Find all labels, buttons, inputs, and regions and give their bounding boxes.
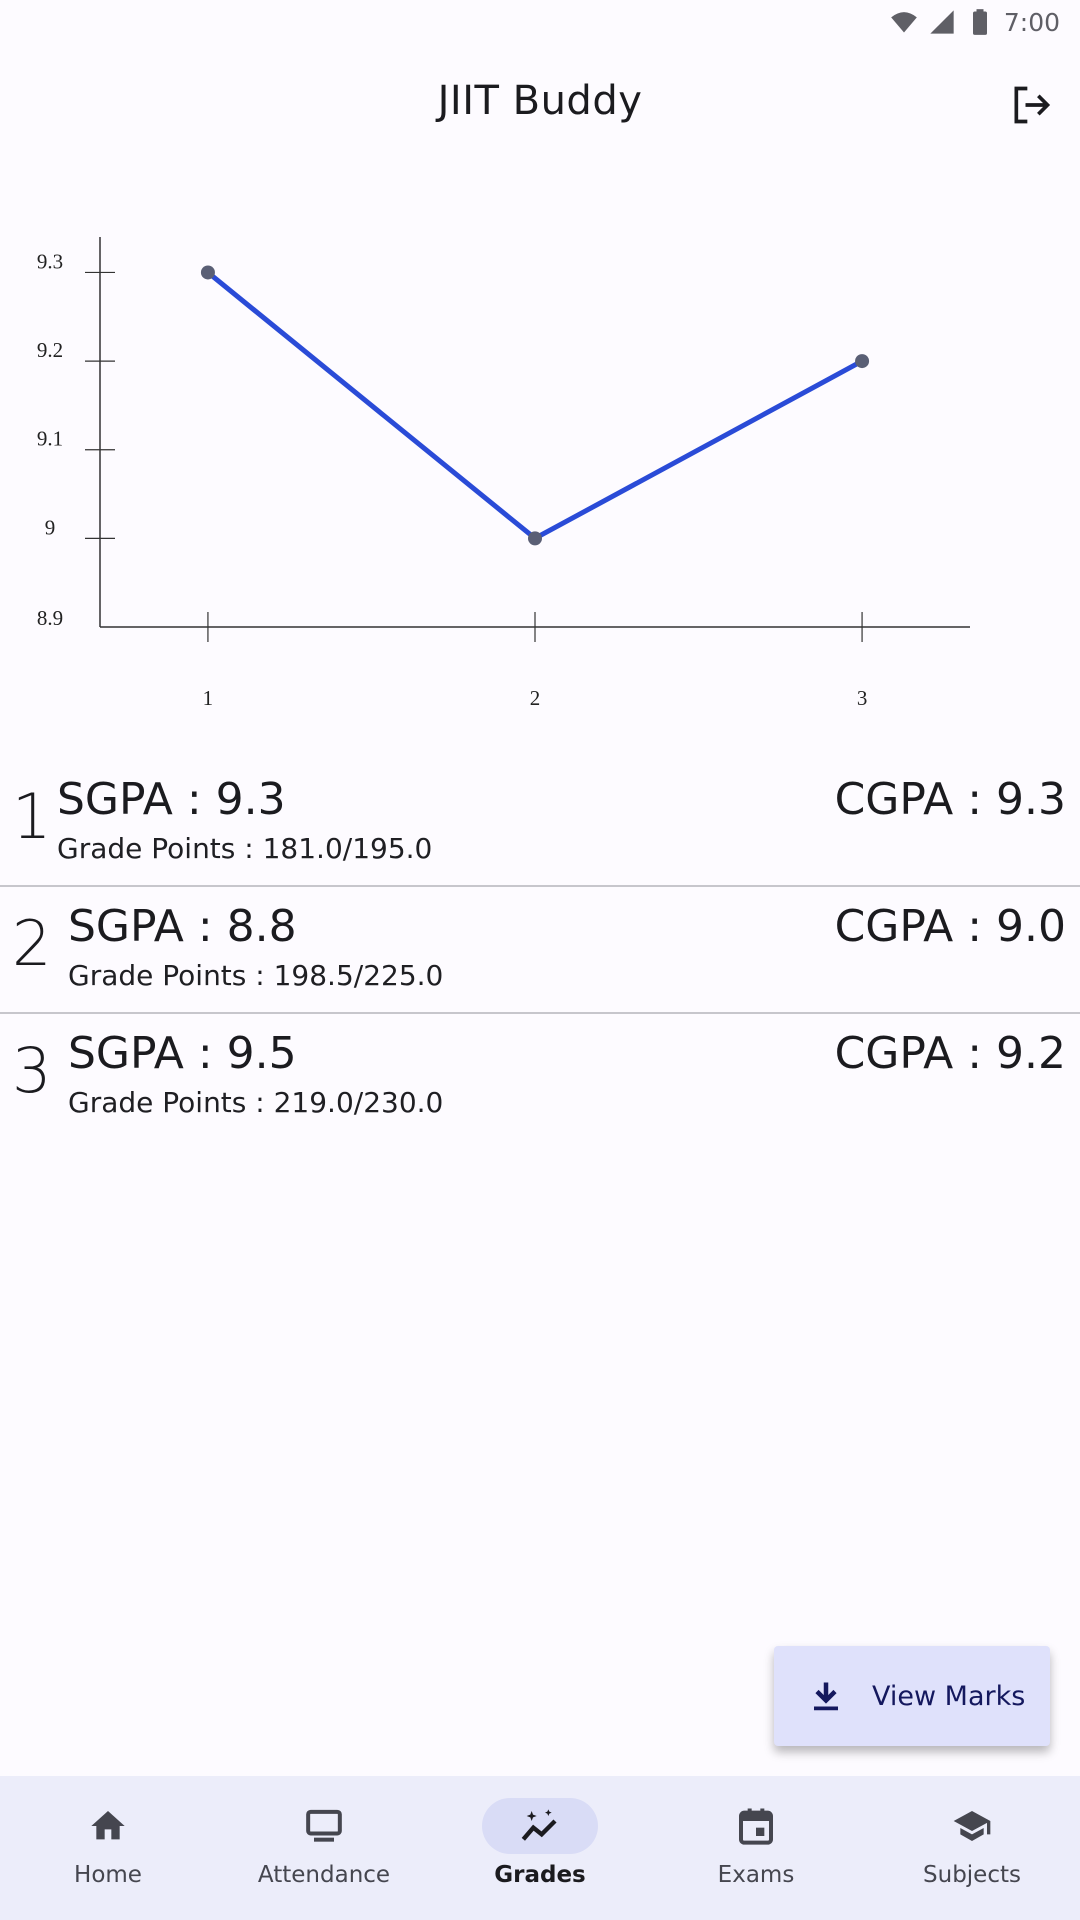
- school-icon: [953, 1811, 991, 1841]
- nav-pill: [482, 1798, 598, 1854]
- y-tick-label: 9.3: [37, 249, 63, 273]
- monitor-icon: [306, 1809, 342, 1842]
- nav-item-subjects[interactable]: Subjects: [864, 1776, 1080, 1920]
- x-tick-label: 1: [203, 686, 214, 710]
- nav-label: Attendance: [257, 1862, 391, 1888]
- data-point: [855, 354, 870, 369]
- semester-number: 2: [12, 907, 52, 980]
- x-tick-label: 2: [530, 686, 541, 710]
- nav-label: Subjects: [923, 1862, 1021, 1888]
- cgpa-value: CGPA : 9.0: [834, 901, 1066, 952]
- data-point: [528, 531, 542, 546]
- sgpa-value: SGPA : 8.8: [68, 901, 297, 952]
- grade-points: Grade Points : 181.0/195.0: [57, 832, 433, 865]
- semester-row-3[interactable]: 3 SGPA : 9.5 Grade Points : 219.0/230.0 …: [0, 1014, 1080, 1141]
- semester-list: 1 SGPA : 9.3 Grade Points : 181.0/195.0 …: [0, 760, 1080, 1141]
- semester-number: 1: [12, 780, 52, 853]
- nav-pill: [914, 1798, 1030, 1854]
- nav-pill: [50, 1798, 166, 1854]
- grades-chart: 8.9 9 9.1 9.2 9.3 1 2 3: [0, 200, 1080, 740]
- semester-row-2[interactable]: 2 SGPA : 8.8 Grade Points : 198.5/225.0 …: [0, 887, 1080, 1014]
- calendar-icon: [739, 1808, 773, 1845]
- status-time: 7:00: [1003, 7, 1060, 37]
- status-bar: 7:00: [0, 0, 1080, 44]
- series-line: [206, 270, 864, 541]
- data-point: [200, 265, 215, 280]
- nav-item-home[interactable]: Home: [0, 1776, 216, 1920]
- nav-pill: [698, 1798, 814, 1854]
- sgpa-value: SGPA : 9.5: [68, 1028, 297, 1079]
- nav-item-grades[interactable]: Grades: [432, 1776, 648, 1920]
- wifi-icon: [891, 12, 917, 33]
- y-tick-label: 9.1: [37, 427, 63, 451]
- grade-points: Grade Points : 198.5/225.0: [68, 959, 444, 992]
- semester-number: 3: [12, 1034, 52, 1107]
- y-tick-label: 8.9: [37, 606, 63, 630]
- sgpa-value: SGPA : 9.3: [57, 774, 286, 825]
- nav-pill: [266, 1798, 382, 1854]
- nav-label: Grades: [494, 1862, 586, 1888]
- grade-points: Grade Points : 219.0/230.0: [68, 1086, 444, 1119]
- nav-label: Home: [74, 1862, 142, 1888]
- cgpa-value: CGPA : 9.3: [834, 774, 1066, 825]
- nav-item-attendance[interactable]: Attendance: [216, 1776, 432, 1920]
- bottom-navigation: Home Attendance Grades: [0, 1776, 1080, 1920]
- semester-row-1[interactable]: 1 SGPA : 9.3 Grade Points : 181.0/195.0 …: [0, 760, 1080, 887]
- nav-item-exams[interactable]: Exams: [648, 1776, 864, 1920]
- home-icon: [91, 1811, 125, 1840]
- view-marks-button[interactable]: View Marks: [774, 1646, 1050, 1746]
- y-tick-label: 9.2: [37, 338, 63, 362]
- y-tick-label: 9: [45, 515, 56, 539]
- x-tick-label: 3: [857, 686, 868, 710]
- grades-line-chart: 8.9 9 9.1 9.2 9.3 1 2 3: [37, 237, 970, 710]
- logout-button[interactable]: [1002, 76, 1060, 134]
- battery-icon: [972, 9, 987, 35]
- app-bar: JIIT Buddy: [0, 60, 1080, 146]
- view-marks-label: View Marks: [872, 1680, 1026, 1712]
- nav-label: Exams: [717, 1862, 795, 1888]
- trending-icon: [521, 1809, 557, 1841]
- logout-icon: [1014, 86, 1051, 124]
- download-icon: [814, 1682, 838, 1711]
- signal-icon: [930, 10, 954, 34]
- cgpa-value: CGPA : 9.2: [834, 1028, 1066, 1079]
- page-title: JIIT Buddy: [437, 78, 643, 124]
